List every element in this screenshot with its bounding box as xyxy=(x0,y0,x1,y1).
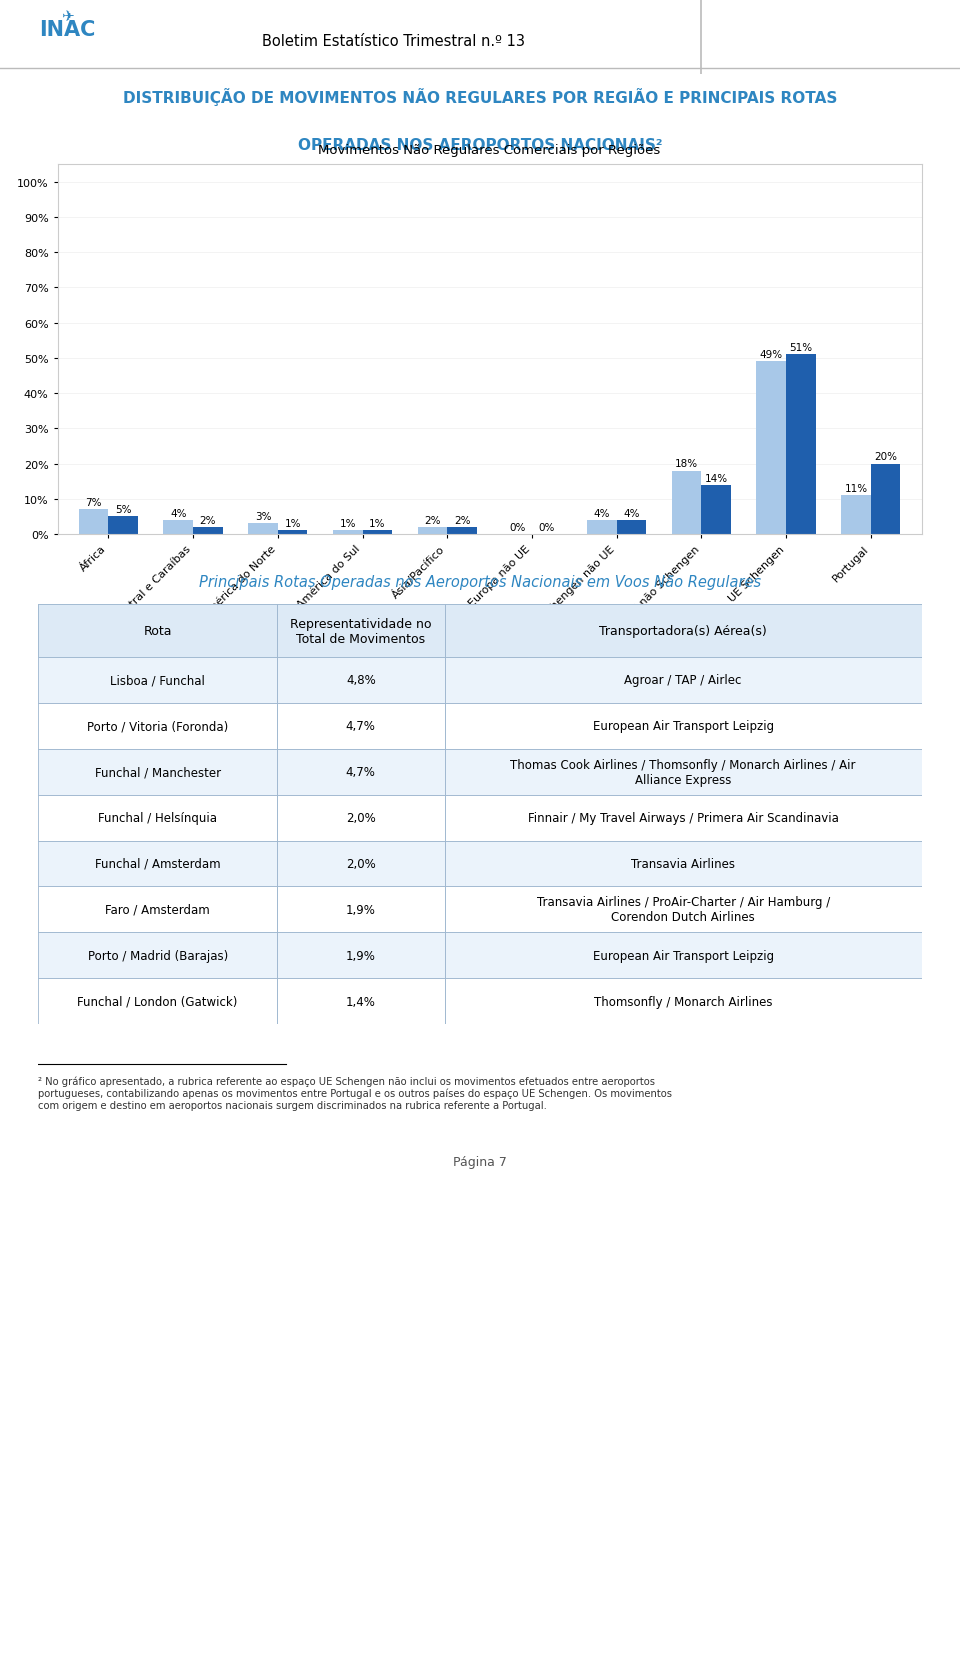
Text: Funchal / Manchester: Funchal / Manchester xyxy=(95,766,221,780)
Bar xyxy=(277,531,307,534)
Bar xyxy=(193,528,223,534)
Text: Agroar / TAP / Airlec: Agroar / TAP / Airlec xyxy=(624,674,742,687)
Text: Finnair / My Travel Airways / Primera Air Scandinavia: Finnair / My Travel Airways / Primera Ai… xyxy=(528,811,839,825)
Bar xyxy=(38,704,922,749)
Text: 4%: 4% xyxy=(623,509,639,519)
Text: Transavia Airlines: Transavia Airlines xyxy=(631,857,735,870)
Text: Porto / Vitoria (Foronda): Porto / Vitoria (Foronda) xyxy=(87,721,228,732)
Bar xyxy=(38,887,922,932)
Bar xyxy=(163,521,193,534)
Text: Rota: Rota xyxy=(143,625,172,638)
Text: 18%: 18% xyxy=(675,459,698,469)
Bar xyxy=(38,605,922,657)
Text: 14%: 14% xyxy=(705,474,728,484)
Bar xyxy=(841,496,871,534)
Text: 4,7%: 4,7% xyxy=(346,721,375,732)
Text: Lisboa / Funchal: Lisboa / Funchal xyxy=(110,674,205,687)
Bar xyxy=(38,932,922,978)
Text: 2%: 2% xyxy=(454,516,470,526)
Text: Funchal / Amsterdam: Funchal / Amsterdam xyxy=(95,857,221,870)
Text: 4,7%: 4,7% xyxy=(346,766,375,780)
Text: Thomsonfly / Monarch Airlines: Thomsonfly / Monarch Airlines xyxy=(594,995,773,1008)
Text: DISTRIBUIÇÃO DE MOVIMENTOS NÃO REGULARES POR REGIÃO E PRINCIPAIS ROTAS: DISTRIBUIÇÃO DE MOVIMENTOS NÃO REGULARES… xyxy=(123,89,837,106)
Text: 2,0%: 2,0% xyxy=(346,857,375,870)
Bar xyxy=(672,472,702,534)
Legend: 1º Trim.11, 1º Trim.12: 1º Trim.11, 1º Trim.12 xyxy=(372,647,607,669)
Bar xyxy=(79,511,108,534)
Bar xyxy=(38,749,922,795)
Text: 49%: 49% xyxy=(759,349,782,360)
Text: 1,9%: 1,9% xyxy=(346,904,375,916)
Bar xyxy=(249,524,277,534)
Text: 3%: 3% xyxy=(254,512,272,522)
Bar xyxy=(702,486,731,534)
Text: 4,8%: 4,8% xyxy=(346,674,375,687)
Bar xyxy=(756,363,786,534)
Text: Boletim Estatístico Trimestral n.º 13: Boletim Estatístico Trimestral n.º 13 xyxy=(262,34,525,49)
Text: Faro / Amsterdam: Faro / Amsterdam xyxy=(106,904,210,916)
Text: 1,9%: 1,9% xyxy=(346,949,375,963)
Text: European Air Transport Leipzig: European Air Transport Leipzig xyxy=(592,721,774,732)
Text: 2%: 2% xyxy=(200,516,216,526)
Text: Porto / Madrid (Barajas): Porto / Madrid (Barajas) xyxy=(87,949,228,963)
Text: 0%: 0% xyxy=(509,522,525,533)
Bar xyxy=(333,531,363,534)
Text: OPERADAS NOS AEROPORTOS NACIONAIS²: OPERADAS NOS AEROPORTOS NACIONAIS² xyxy=(298,138,662,153)
Text: 4%: 4% xyxy=(593,509,611,519)
Bar xyxy=(363,531,393,534)
Text: 20%: 20% xyxy=(875,452,897,462)
Text: Representatividade no
Total de Movimentos: Representatividade no Total de Movimento… xyxy=(290,617,431,645)
Text: Página 7: Página 7 xyxy=(453,1156,507,1168)
Text: Principais Rotas Operadas nos Aeroportos Nacionais em Voos Não Regulares: Principais Rotas Operadas nos Aeroportos… xyxy=(199,575,761,590)
Text: INAC: INAC xyxy=(39,20,95,40)
Text: ✈: ✈ xyxy=(60,8,74,24)
Bar xyxy=(38,795,922,842)
Bar xyxy=(587,521,616,534)
Text: 11%: 11% xyxy=(845,484,868,494)
Text: Funchal / Helsínquia: Funchal / Helsínquia xyxy=(98,811,217,825)
Bar xyxy=(871,464,900,534)
Bar xyxy=(447,528,477,534)
Text: 4%: 4% xyxy=(170,509,186,519)
Text: 51%: 51% xyxy=(789,343,812,353)
Text: Thomas Cook Airlines / Thomsonfly / Monarch Airlines / Air
Alliance Express: Thomas Cook Airlines / Thomsonfly / Mona… xyxy=(511,758,856,786)
Text: Transportadora(s) Aérea(s): Transportadora(s) Aérea(s) xyxy=(599,625,767,638)
Text: 1%: 1% xyxy=(369,519,386,529)
Text: 5%: 5% xyxy=(115,506,132,516)
Text: 1%: 1% xyxy=(284,519,300,529)
Text: 1%: 1% xyxy=(340,519,356,529)
Text: 2,0%: 2,0% xyxy=(346,811,375,825)
Text: 2%: 2% xyxy=(424,516,441,526)
Bar xyxy=(418,528,447,534)
Bar xyxy=(108,517,138,534)
Text: Transavia Airlines / ProAir-Charter / Air Hamburg /
Corendon Dutch Airlines: Transavia Airlines / ProAir-Charter / Ai… xyxy=(537,895,829,924)
Text: 7%: 7% xyxy=(85,497,102,507)
Bar xyxy=(616,521,646,534)
Text: ² No gráfico apresentado, a rubrica referente ao espaço UE Schengen não inclui o: ² No gráfico apresentado, a rubrica refe… xyxy=(38,1075,672,1110)
Text: European Air Transport Leipzig: European Air Transport Leipzig xyxy=(592,949,774,963)
Text: 0%: 0% xyxy=(539,522,555,533)
Bar xyxy=(786,354,816,534)
Bar xyxy=(38,978,922,1025)
Text: Funchal / London (Gatwick): Funchal / London (Gatwick) xyxy=(78,995,238,1008)
Title: Movimentos Não Regulares Comerciais por Regiões: Movimentos Não Regulares Comerciais por … xyxy=(319,144,660,156)
Bar xyxy=(38,842,922,887)
Bar xyxy=(38,657,922,704)
Text: 1,4%: 1,4% xyxy=(346,995,375,1008)
